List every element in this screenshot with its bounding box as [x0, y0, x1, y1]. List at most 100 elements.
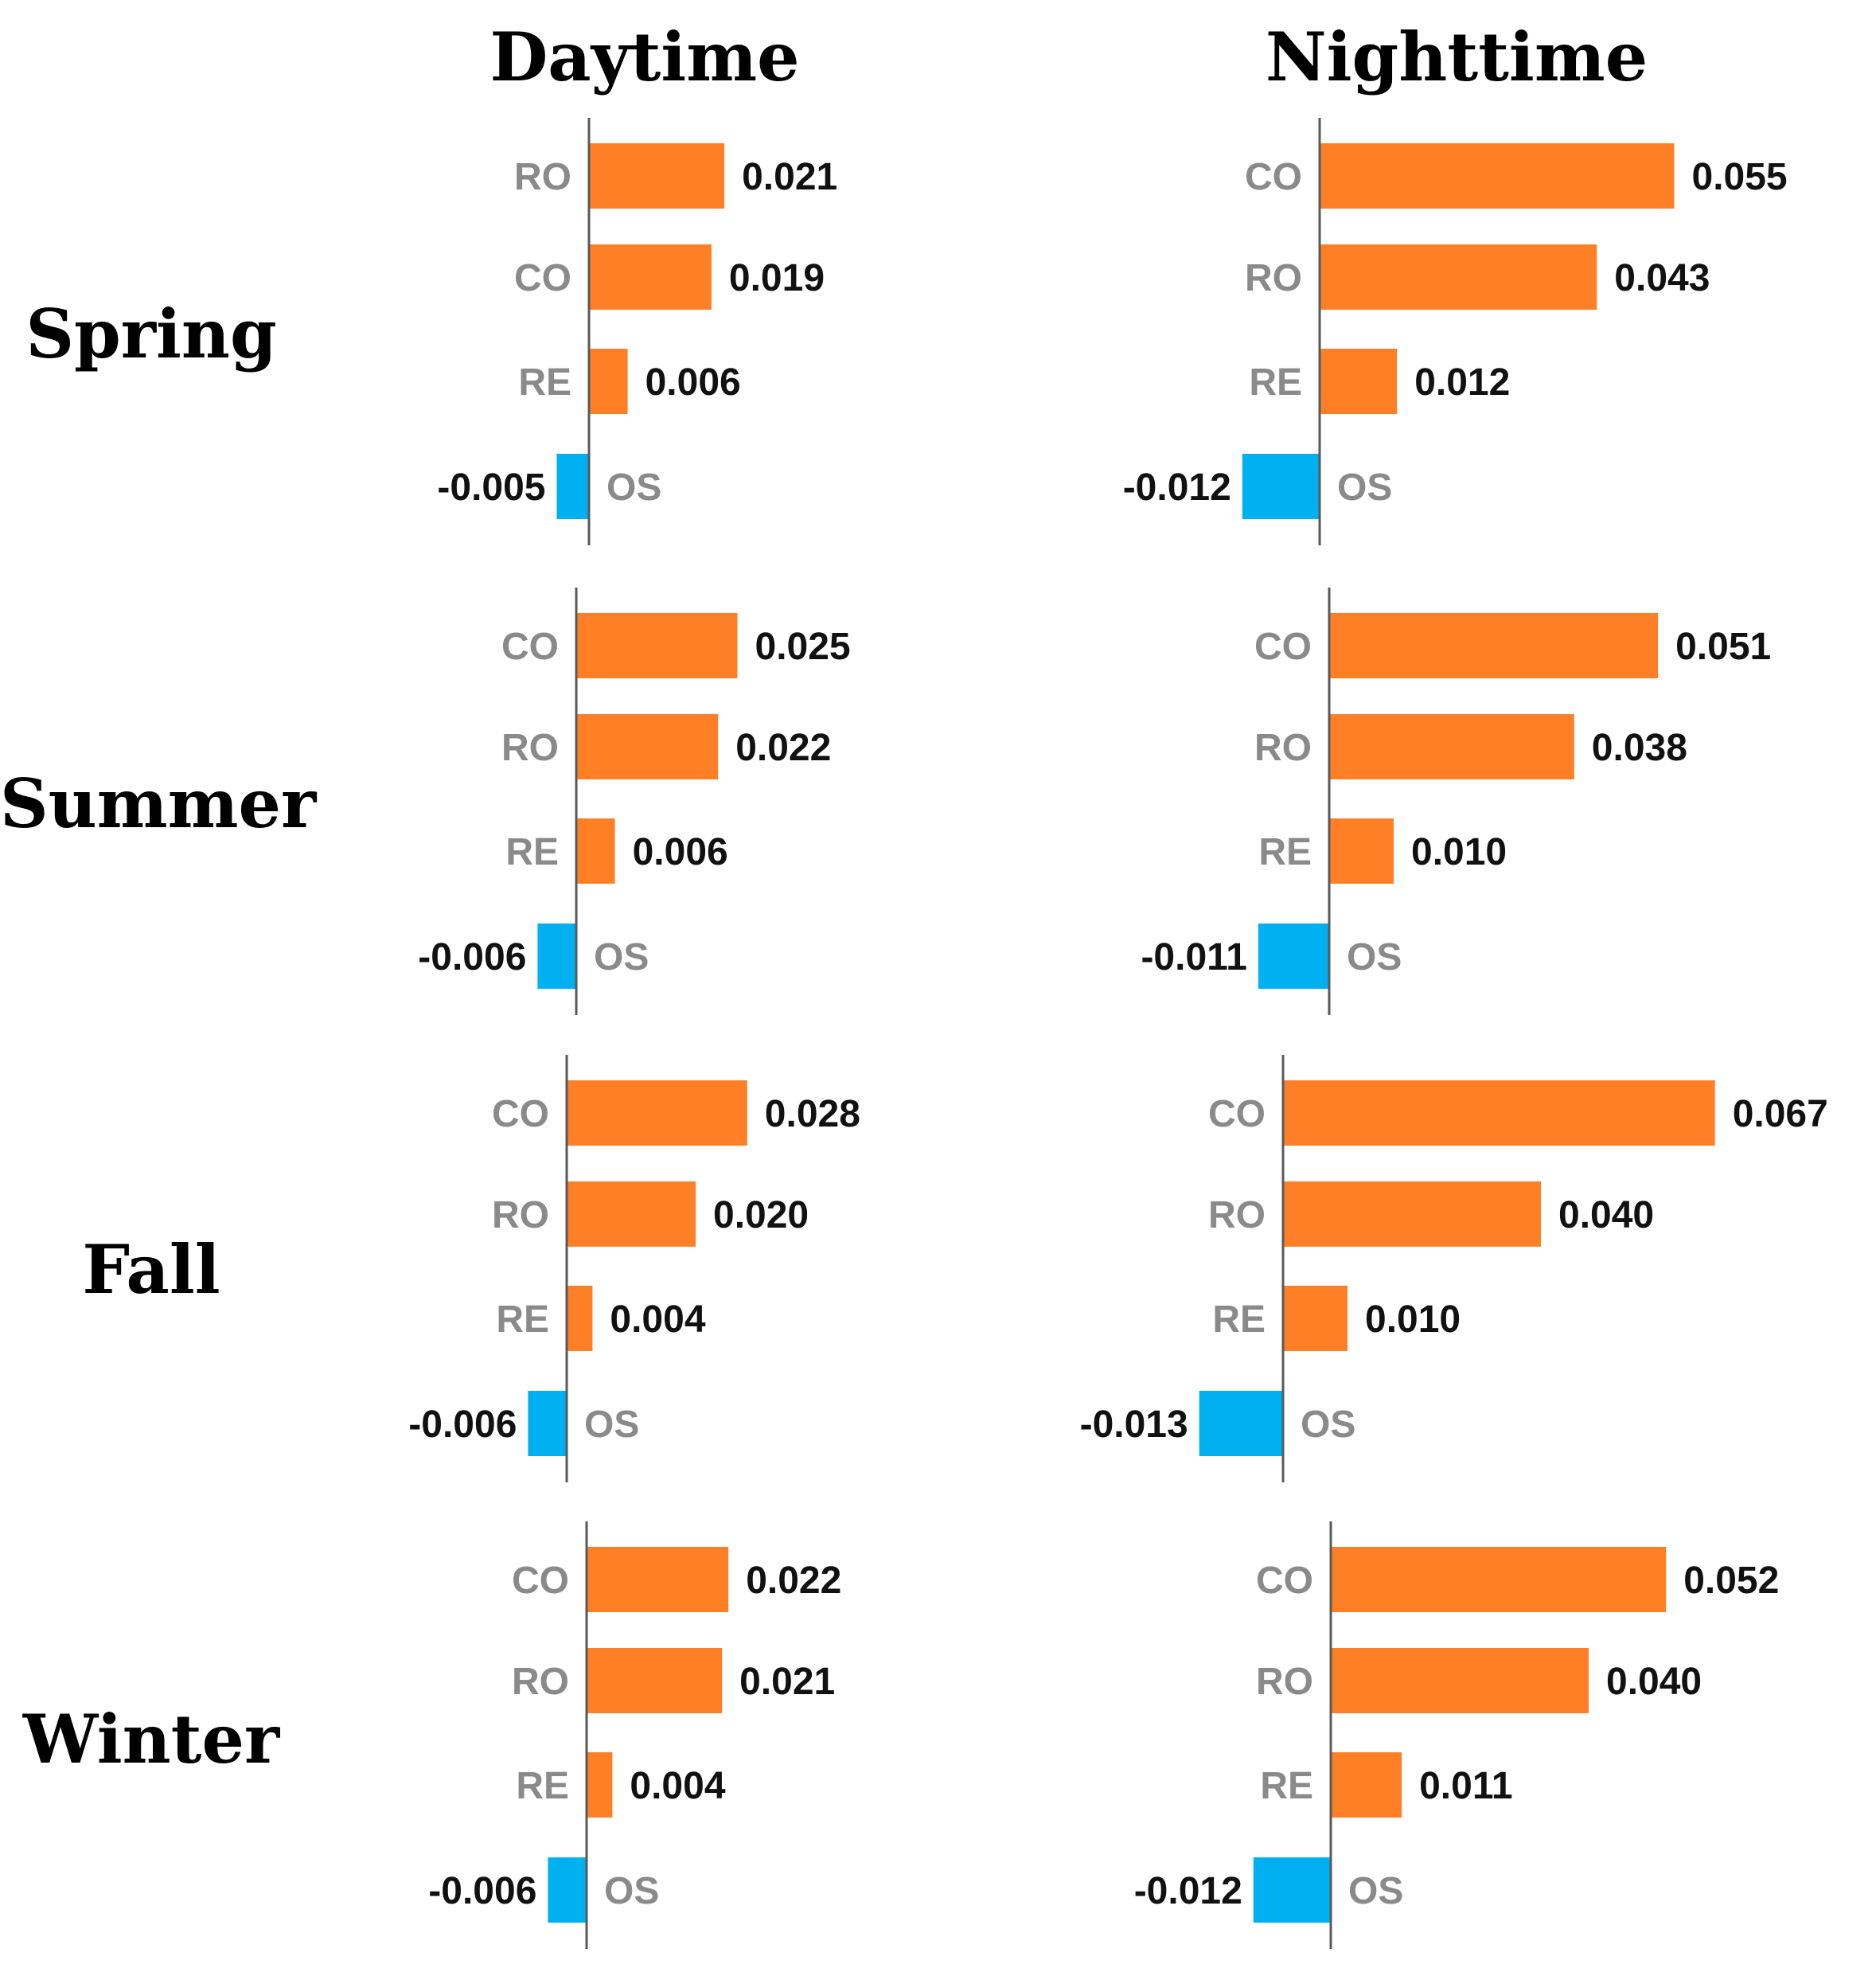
category-label: RO	[501, 727, 559, 769]
row-title-fall: Fall	[82, 1230, 220, 1309]
category-label: RE	[518, 361, 571, 404]
value-label: 0.010	[1411, 831, 1507, 873]
value-label: 0.019	[729, 257, 825, 299]
value-label: -0.012	[1134, 1870, 1242, 1912]
value-label: 0.055	[1692, 156, 1788, 198]
row-title-summer: Summer	[0, 764, 317, 843]
value-label: 0.022	[735, 727, 831, 769]
category-label: RE	[496, 1298, 549, 1341]
value-label: 0.006	[633, 831, 728, 873]
bar-os	[1253, 1857, 1331, 1923]
bar-re	[1329, 818, 1394, 884]
category-label: CO	[512, 1560, 569, 1602]
category-label: RE	[505, 831, 559, 873]
bar-co	[576, 613, 738, 678]
value-label: -0.006	[408, 1404, 517, 1446]
value-label: 0.040	[1606, 1661, 1702, 1703]
chart-summer-nighttime: CO 0.051 RO 0.038 RE 0.010 OS -0.011	[1141, 588, 1771, 1015]
category-label: RO	[1254, 727, 1312, 769]
value-label: 0.004	[610, 1298, 705, 1341]
category-label: OS	[606, 467, 661, 509]
value-label: 0.021	[742, 156, 837, 198]
bar-ro	[1329, 714, 1574, 779]
bar-co	[1283, 1080, 1715, 1146]
category-label: RE	[1249, 361, 1302, 404]
category-label: CO	[501, 626, 559, 668]
bar-re	[567, 1286, 593, 1351]
column-title-daytime: Daytime	[489, 18, 800, 96]
bar-re	[589, 349, 628, 414]
category-label: RO	[512, 1661, 569, 1703]
column-title-nighttime: Nighttime	[1265, 18, 1648, 96]
value-label: -0.011	[1141, 936, 1246, 978]
category-label: RO	[1208, 1194, 1266, 1236]
value-label: 0.038	[1592, 727, 1687, 769]
category-label: OS	[1301, 1404, 1355, 1446]
bar-ro	[589, 143, 725, 209]
category-label: OS	[604, 1870, 659, 1912]
category-label: RE	[1258, 831, 1312, 873]
chart-fall-nighttime: CO 0.067 RO 0.040 RE 0.010 OS -0.013	[1080, 1055, 1828, 1482]
category-label: OS	[594, 936, 649, 978]
bar-co	[587, 1547, 729, 1612]
value-label: 0.020	[713, 1194, 809, 1236]
bar-os	[548, 1857, 587, 1923]
category-label: RE	[1212, 1298, 1266, 1341]
bar-os	[1258, 924, 1329, 989]
bar-os	[556, 454, 589, 519]
category-label: RE	[1260, 1765, 1313, 1807]
bar-os	[1242, 454, 1320, 519]
category-label: CO	[492, 1093, 549, 1135]
bar-os	[528, 1391, 567, 1456]
value-label: 0.010	[1365, 1298, 1461, 1341]
value-label: -0.012	[1123, 467, 1231, 509]
bar-os	[1199, 1391, 1283, 1456]
bar-co	[1329, 613, 1659, 678]
value-label: 0.051	[1675, 626, 1771, 668]
bar-ro	[587, 1648, 723, 1713]
value-label: 0.025	[755, 626, 851, 668]
value-label: 0.043	[1614, 257, 1710, 299]
bar-ro	[576, 714, 719, 779]
category-label: RO	[514, 156, 571, 198]
value-label: -0.005	[437, 467, 545, 509]
bar-co	[1331, 1547, 1667, 1612]
bar-co	[1320, 143, 1675, 209]
chart-summer-daytime: CO 0.025 RO 0.022 RE 0.006 OS -0.006	[418, 588, 851, 1015]
value-label: -0.013	[1080, 1404, 1188, 1446]
value-label: 0.011	[1419, 1765, 1512, 1807]
category-label: RO	[1256, 1661, 1313, 1703]
value-label: 0.067	[1733, 1093, 1828, 1135]
category-label: CO	[514, 257, 571, 299]
category-label: CO	[1208, 1093, 1266, 1135]
bar-co	[589, 244, 712, 310]
category-label: CO	[1256, 1560, 1313, 1602]
category-label: RE	[516, 1765, 569, 1807]
category-label: RO	[1245, 257, 1302, 299]
value-label: 0.052	[1683, 1560, 1779, 1602]
category-label: OS	[1337, 467, 1392, 509]
value-label: 0.006	[645, 361, 741, 404]
bar-os	[537, 924, 576, 989]
value-label: 0.040	[1558, 1194, 1654, 1236]
bar-ro	[1283, 1181, 1541, 1247]
chart-winter-nighttime: CO 0.052 RO 0.040 RE 0.011 OS -0.012	[1134, 1521, 1779, 1949]
bar-re	[1320, 349, 1398, 414]
bar-re	[1283, 1286, 1348, 1351]
value-label: 0.028	[765, 1093, 860, 1135]
value-label: -0.006	[428, 1870, 536, 1912]
category-label: OS	[584, 1404, 639, 1446]
bar-ro	[1320, 244, 1597, 310]
value-label: 0.022	[746, 1560, 841, 1602]
category-label: OS	[1348, 1870, 1403, 1912]
category-label: RO	[492, 1194, 549, 1236]
bar-ro	[567, 1181, 696, 1247]
chart-winter-daytime: CO 0.022 RO 0.021 RE 0.004 OS -0.006	[428, 1521, 841, 1949]
category-label: CO	[1245, 156, 1302, 198]
chart-spring-nighttime: CO 0.055 RO 0.043 RE 0.012 OS -0.012	[1123, 118, 1788, 545]
chart-spring-daytime: RO 0.021 CO 0.019 RE 0.006 OS -0.005	[437, 118, 837, 545]
row-title-spring: Spring	[25, 295, 277, 373]
bar-ro	[1331, 1648, 1589, 1713]
bar-re	[576, 818, 615, 884]
